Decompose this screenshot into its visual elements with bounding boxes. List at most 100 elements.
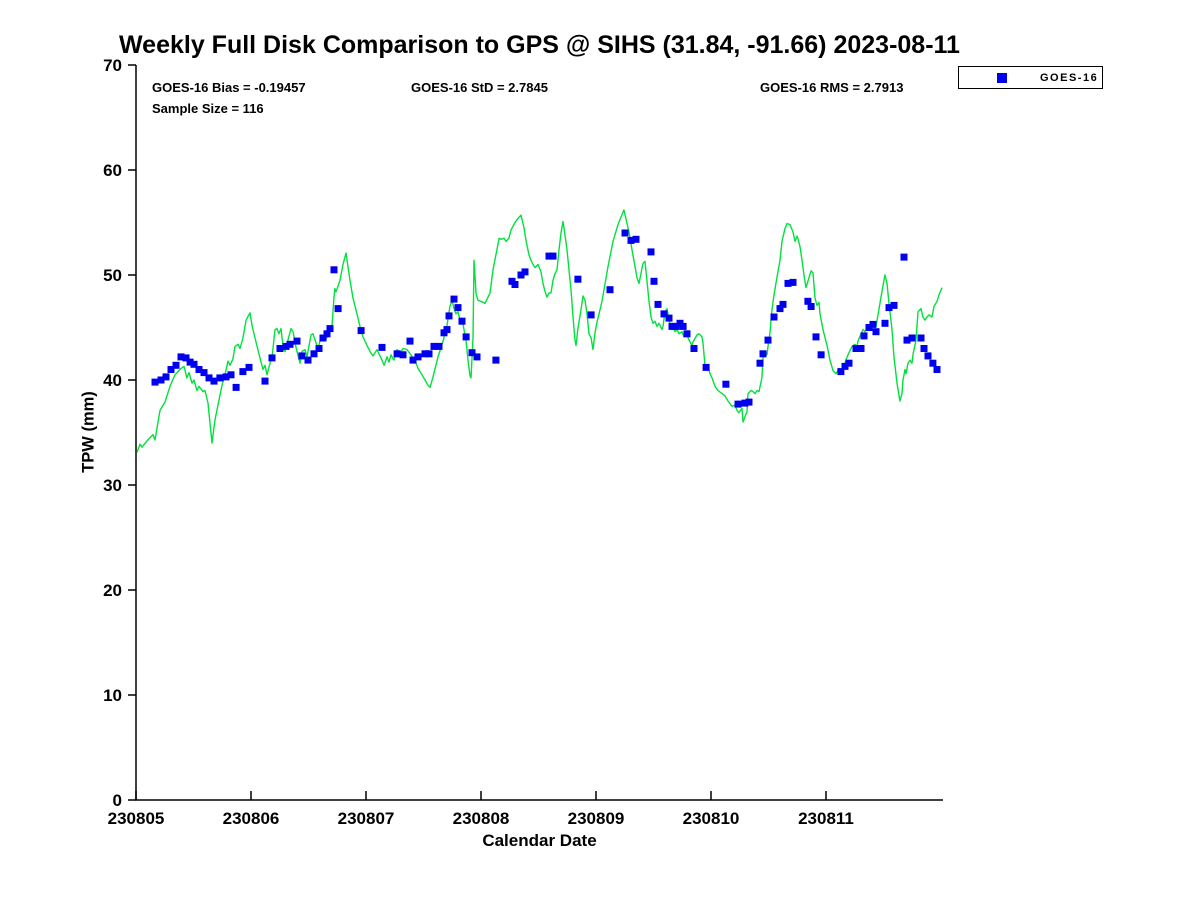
goes16-point — [151, 378, 159, 386]
goes16-point — [784, 279, 792, 287]
goes16-point — [807, 303, 815, 310]
goes16-point — [450, 295, 458, 303]
goes16-point — [430, 342, 438, 350]
goes16-point — [903, 336, 911, 344]
goes16-point — [492, 356, 500, 364]
goes16-point — [443, 326, 451, 334]
goes16-point — [908, 334, 916, 342]
goes16-point — [845, 359, 853, 367]
x-tick-label: 230809 — [568, 809, 625, 828]
stat-std: GOES-16 StD = 2.7845 — [411, 80, 548, 95]
goes16-point — [837, 368, 845, 376]
gps-line-series — [136, 209, 943, 453]
goes16-point — [679, 322, 687, 330]
y-tick-label: 20 — [103, 581, 122, 600]
goes16-point — [632, 235, 640, 243]
gps-line — [136, 209, 943, 453]
goes16-point — [310, 350, 318, 358]
goes16-point — [162, 373, 170, 381]
goes16-scatter-series — [151, 229, 941, 408]
goes16-point — [421, 350, 429, 358]
goes16-point — [222, 373, 230, 381]
goes16-point — [665, 314, 673, 322]
goes16-point — [399, 351, 407, 359]
goes16-point — [920, 345, 928, 352]
goes16-point — [690, 345, 698, 352]
goes16-point — [323, 330, 331, 338]
goes16-point — [933, 366, 941, 373]
goes16-point — [764, 336, 772, 344]
goes16-point — [865, 324, 873, 331]
y-tick-label: 10 — [103, 686, 122, 705]
goes16-point — [276, 345, 284, 352]
goes16-point — [517, 271, 525, 279]
goes16-point — [210, 377, 218, 385]
goes16-point — [157, 376, 165, 384]
goes16-point — [841, 362, 849, 370]
goes16-point — [334, 305, 342, 313]
goes16-point — [804, 297, 812, 305]
goes16-point — [232, 383, 240, 391]
stat-rms: GOES-16 RMS = 2.7913 — [760, 80, 904, 95]
goes16-point — [511, 281, 519, 288]
goes16-point — [409, 356, 417, 364]
chart-title: Weekly Full Disk Comparison to GPS @ SIH… — [119, 31, 960, 59]
y-tick-label: 50 — [103, 266, 122, 285]
y-tick-label: 0 — [113, 791, 122, 810]
goes16-point — [186, 358, 194, 366]
y-axis-label: TPW (mm) — [79, 391, 98, 473]
goes16-point — [462, 333, 470, 341]
goes16-point — [702, 363, 710, 371]
y-tick-label: 70 — [103, 56, 122, 75]
goes16-point — [869, 320, 877, 328]
goes16-point — [298, 352, 306, 360]
legend-label: GOES-16 — [1040, 71, 1099, 84]
goes16-point — [900, 253, 908, 261]
goes16-point — [672, 322, 680, 330]
goes16-point — [167, 366, 175, 373]
stat-bias: GOES-16 Bias = -0.19457 — [152, 80, 306, 95]
goes16-point — [621, 229, 629, 237]
goes16-point — [627, 236, 635, 244]
goes16-point — [195, 366, 203, 373]
goes16-point — [770, 313, 778, 321]
goes16-point — [650, 277, 658, 285]
goes16-point — [330, 266, 338, 274]
goes16-point — [245, 363, 253, 371]
goes16-point — [890, 301, 898, 309]
x-tick-label: 230810 — [683, 809, 740, 828]
goes16-point — [668, 322, 676, 330]
y-tick-label: 60 — [103, 161, 122, 180]
goes16-point — [654, 300, 662, 308]
goes16-point — [885, 304, 893, 312]
goes16-point — [216, 374, 224, 382]
goes16-point — [817, 351, 825, 359]
goes16-point — [852, 345, 860, 352]
goes16-point — [378, 343, 386, 351]
axes — [135, 65, 943, 801]
goes16-point — [660, 310, 668, 318]
goes16-point — [789, 278, 797, 286]
goes16-point — [860, 332, 868, 340]
goes16-point — [924, 352, 932, 360]
goes16-point — [521, 268, 529, 276]
goes16-point — [177, 353, 185, 361]
goes16-point — [759, 350, 767, 358]
goes16-point — [227, 371, 235, 379]
goes16-point — [812, 333, 820, 341]
goes16-point — [172, 361, 180, 369]
goes16-point — [458, 317, 466, 325]
goes16-point — [393, 350, 401, 358]
goes16-point — [929, 359, 937, 367]
goes16-point — [549, 252, 557, 260]
goes16-point — [917, 334, 925, 342]
legend: GOES-16 — [958, 66, 1103, 89]
goes16-point — [425, 350, 433, 358]
goes16-point — [545, 252, 553, 260]
goes16-point — [304, 356, 312, 364]
goes16-point — [606, 286, 614, 294]
goes16-point — [445, 312, 453, 320]
x-tick-label: 230811 — [798, 809, 854, 828]
